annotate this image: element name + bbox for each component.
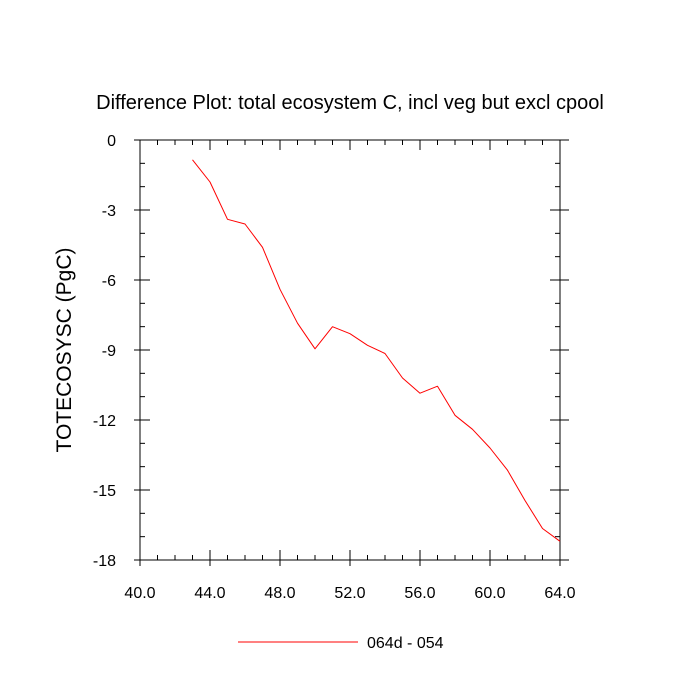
x-tick-label: 64.0 [544, 585, 575, 602]
y-tick-label: -12 [93, 413, 116, 430]
y-tick-label: -15 [93, 483, 116, 500]
y-tick-label: -9 [102, 343, 116, 360]
x-tick-label: 60.0 [474, 585, 505, 602]
chart-title: Difference Plot: total ecosystem C, incl… [96, 92, 604, 114]
series-line [192, 159, 561, 542]
x-tick-label: 44.0 [194, 585, 225, 602]
series-layer [192, 159, 561, 542]
y-tick-label: 0 [107, 133, 116, 150]
x-tick-label: 56.0 [404, 585, 435, 602]
x-tick-label: 52.0 [334, 585, 365, 602]
x-axis: 40.0 44.0 48.0 52.0 56.0 60.0 64.0 [124, 140, 576, 602]
legend: 064d - 054 [238, 635, 444, 652]
plot-frame [139, 139, 561, 561]
legend-label: 064d - 054 [367, 635, 444, 652]
y-tick-label: -6 [102, 273, 116, 290]
y-axis: 0 -3 -6 -9 -12 -15 -18 [93, 133, 569, 570]
x-tick-label: 40.0 [124, 585, 155, 602]
y-tick-label: -3 [102, 203, 116, 220]
y-axis-label: TOTECOSYSC (PgC) [53, 248, 76, 453]
x-tick-label: 48.0 [264, 585, 295, 602]
y-tick-label: -18 [93, 553, 116, 570]
